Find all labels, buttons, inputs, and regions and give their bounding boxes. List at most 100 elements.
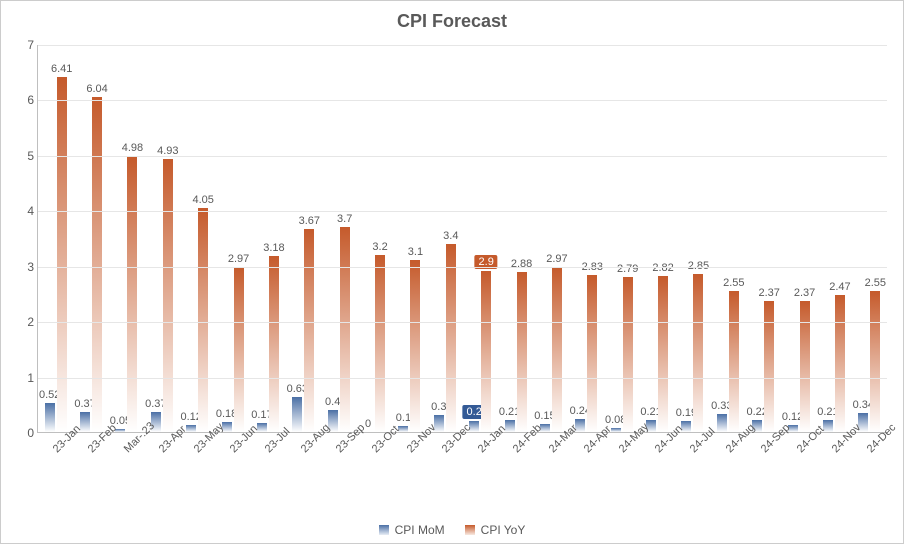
bar-cpi-mom: 0.33 [717,414,727,432]
x-tick-label: 24-Jul [675,433,710,503]
y-tick-label: 1 [14,371,34,385]
bar-group: 0.376.04 [73,45,108,432]
x-tick-label: 23-Nov [391,433,426,503]
x-tick-label: 23-Jul [250,433,285,503]
bar-cpi-yoy: 6.41 [57,77,67,432]
bar-cpi-yoy: 4.98 [127,156,137,432]
bar-cpi-yoy: 2.79 [623,277,633,432]
x-tick-label: 24-Jan [462,433,497,503]
data-label-mom: 0.3 [431,401,446,413]
legend-label-mom: CPI MoM [395,523,445,537]
x-tick-label: 23-Jun [214,433,249,503]
bar-group: 0.082.79 [604,45,639,432]
bar-cpi-mom: 0.52 [45,403,55,432]
data-label-yoy: 3.7 [337,213,352,225]
y-tick-label: 2 [14,315,34,329]
bar-cpi-yoy: 2.55 [729,291,739,432]
x-axis-labels: 23-Jan23-FebMar-.2323-Apr23-May23-Jun23-… [37,433,887,503]
data-label-yoy: 3.67 [299,215,320,227]
data-label-yoy: 2.82 [652,262,673,274]
x-tick-label: 23-Oct [356,433,391,503]
bar-group: 0.332.55 [710,45,745,432]
data-label-mom: 0.1 [396,412,411,424]
gridline [38,156,887,157]
y-tick-label: 7 [14,38,34,52]
x-tick-label: 23-Aug [285,433,320,503]
data-label-yoy: 2.37 [758,287,779,299]
data-label-yoy: 3.2 [372,241,387,253]
bar-cpi-yoy: 2.37 [764,301,774,432]
y-tick-label: 4 [14,204,34,218]
x-tick-label: 23-Sep [320,433,355,503]
x-tick-label: 23-Apr [143,433,178,503]
data-label-yoy: 2.97 [228,253,249,265]
x-tick-label: 24-Mar [533,433,568,503]
data-label-yoy: 2.37 [794,287,815,299]
legend-item-mom: CPI MoM [379,523,445,537]
bar-cpi-yoy: 2.37 [800,301,810,432]
bar-group: 0.342.55 [852,45,887,432]
bar-group: 0.173.18 [250,45,285,432]
data-label-mom: 0.4 [325,396,340,408]
bar-group: 0.526.41 [38,45,73,432]
gridline [38,322,887,323]
legend-swatch-yoy [465,525,475,535]
x-tick-label: 24-Feb [497,433,532,503]
bar-group: 0.22.9 [463,45,498,432]
data-label-yoy: 3.1 [408,246,423,258]
bar-cpi-yoy: 3.4 [446,244,456,432]
bar-group: 0.212.82 [639,45,674,432]
data-label-yoy: 4.98 [122,142,143,154]
bar-group: 0.122.37 [781,45,816,432]
data-label-yoy: 6.04 [86,83,107,95]
x-tick-label: 23-Feb [72,433,107,503]
bar-cpi-mom: 0.63 [292,397,302,432]
bar-cpi-yoy: 3.18 [269,256,279,432]
bar-group: 0.1 3.1 [392,45,427,432]
y-tick-label: 6 [14,93,34,107]
bar-group: 0.152.97 [533,45,568,432]
data-label-yoy: 2.88 [511,258,532,270]
bar-cpi-yoy: 3.2 [375,255,385,432]
bar-cpi-yoy: 4.93 [163,159,173,432]
bar-cpi-yoy: 4.05 [198,208,208,432]
bar-cpi-yoy: 2.88 [517,272,527,432]
bar-group: 0.242.83 [569,45,604,432]
gridline [38,100,887,101]
bar-group: 0.633.67 [286,45,321,432]
bar-cpi-yoy: 3.67 [304,229,314,432]
bar-group: 0.192.85 [675,45,710,432]
bars-row: 0.526.410.376.040.054.980.374.930.124.05… [38,45,887,432]
data-label-yoy: 2.47 [829,281,850,293]
bar-group: 0.222.37 [746,45,781,432]
x-tick-label: 24-Sep [745,433,780,503]
bar-group: 0.182.97 [215,45,250,432]
data-label-yoy: 2.55 [723,277,744,289]
data-label-yoy: 2.79 [617,263,638,275]
bar-group: 0.054.98 [109,45,144,432]
bar-cpi-yoy: 2.47 [835,295,845,432]
x-tick-label: 23-Dec [427,433,462,503]
bar-cpi-yoy: 3.7 [340,227,350,432]
chart-title: CPI Forecast [1,11,903,32]
y-tick-label: 0 [14,426,34,440]
legend-label-yoy: CPI YoY [481,523,526,537]
bar-group: 0.124.05 [180,45,215,432]
bar-group: 0.33.4 [427,45,462,432]
x-tick-label: 23-May [179,433,214,503]
x-tick-label: 24-Apr [568,433,603,503]
bar-cpi-yoy: 2.9 [481,271,491,432]
y-tick-label: 3 [14,260,34,274]
bar-group: 03.2 [356,45,391,432]
cpi-forecast-chart: CPI Forecast 0.526.410.376.040.054.980.3… [0,0,904,544]
x-tick-label: 24-May [604,433,639,503]
data-label-yoy: 2.55 [865,277,886,289]
bar-cpi-yoy: 2.83 [587,275,597,432]
x-tick-label: 23-Jan [37,433,72,503]
x-tick-label: 24-Aug [710,433,745,503]
data-label-yoy: 3.18 [263,242,284,254]
data-label-yoy: 4.05 [192,194,213,206]
legend-item-yoy: CPI YoY [465,523,526,537]
data-label-yoy: 3.4 [443,230,458,242]
bar-cpi-yoy: 2.85 [693,274,703,432]
